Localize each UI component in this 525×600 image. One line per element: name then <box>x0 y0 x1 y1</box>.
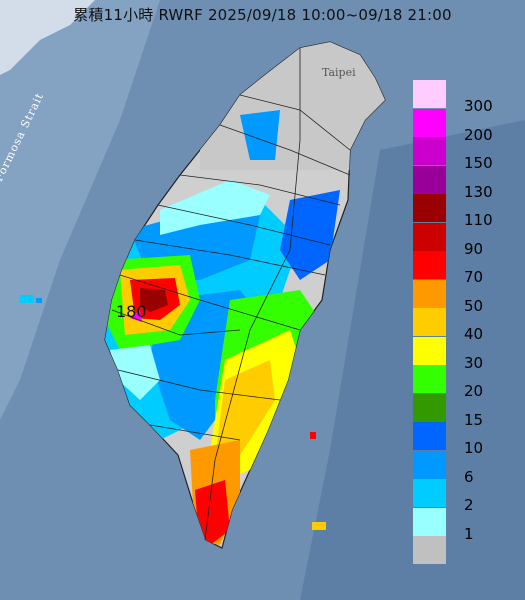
rain-peak-magenta <box>130 310 142 322</box>
county-boundaries <box>111 48 351 541</box>
legend-label: 1 <box>464 524 474 543</box>
rain-band-south-red <box>195 480 230 545</box>
rain-band-southwest-darkred <box>140 288 168 312</box>
legend-swatch <box>413 336 446 365</box>
legend-swatch <box>413 80 446 108</box>
legend-swatch <box>413 422 446 450</box>
legend-label: 20 <box>464 382 484 400</box>
legend-label: 90 <box>464 239 484 258</box>
rain-band-northeast-blue <box>240 110 280 160</box>
legend-swatch <box>413 507 446 536</box>
legend-swatch <box>413 479 446 507</box>
legend-label: 6 <box>464 467 474 486</box>
penghu-islet <box>20 295 34 303</box>
legend-swatch <box>413 279 446 308</box>
islet-lanyu <box>312 522 326 530</box>
legend-swatch <box>413 165 446 194</box>
coast-clouds <box>0 0 95 75</box>
legend-swatch <box>413 450 446 479</box>
rain-band-east-blue <box>280 190 340 280</box>
taipei-label: Taipei <box>322 66 356 79</box>
legend-label: 40 <box>464 325 484 343</box>
legend-label: 10 <box>464 439 484 457</box>
legend-label: 130 <box>464 182 493 201</box>
legend-label: 150 <box>464 154 493 172</box>
sea-shallow <box>0 0 160 420</box>
legend-swatch <box>413 222 446 251</box>
legend-label: 300 <box>464 97 493 115</box>
islet-greenisland <box>310 432 316 439</box>
legend-swatch <box>413 393 446 422</box>
legend-label: 2 <box>464 496 474 514</box>
legend-label: 200 <box>464 125 493 144</box>
legend-swatch <box>413 108 446 137</box>
penghu-islet-2 <box>36 298 42 303</box>
sea-deep <box>300 120 525 600</box>
legend-swatch <box>413 536 446 564</box>
legend-label: 70 <box>464 268 484 286</box>
legend-label: 15 <box>464 410 484 429</box>
rain-band-southwest-coast <box>110 345 160 400</box>
legend-swatch <box>413 194 446 222</box>
rain-band-north-cyan <box>160 180 270 235</box>
max-rainfall-label: 180 <box>116 302 147 321</box>
legend-label: 30 <box>464 353 484 372</box>
legend-label: 50 <box>464 296 484 315</box>
legend-swatch <box>413 308 446 336</box>
legend-swatch <box>413 251 446 279</box>
legend-swatch <box>413 365 446 393</box>
map-title: 累積11小時 RWRF 2025/09/18 10:00~09/18 21:00 <box>73 6 452 24</box>
legend-label: 110 <box>464 211 493 229</box>
legend-swatch <box>413 137 446 165</box>
